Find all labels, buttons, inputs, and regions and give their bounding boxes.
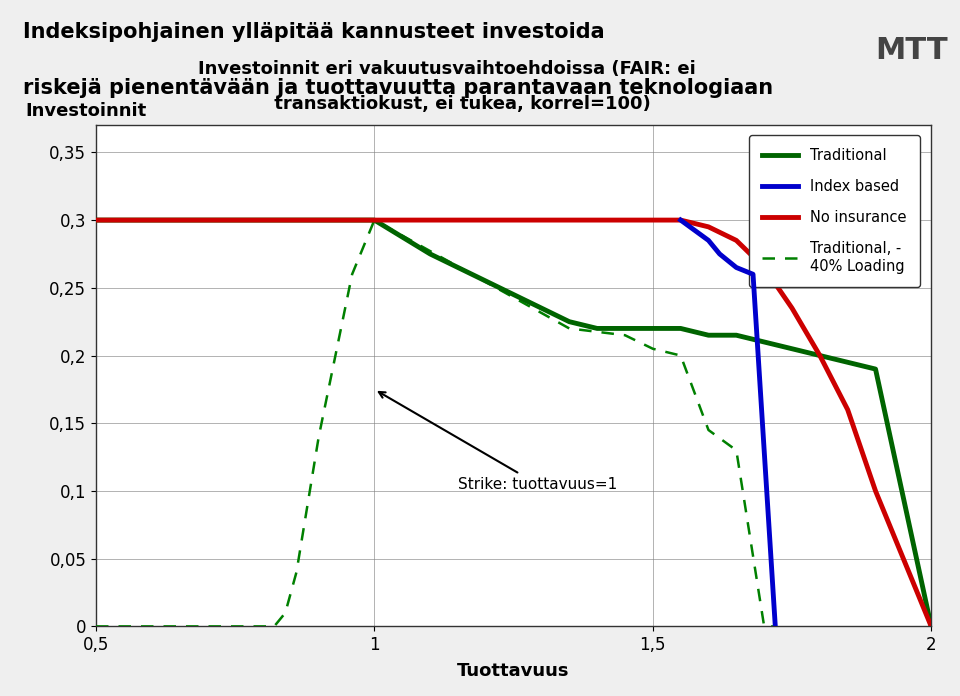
Legend: Traditional, Index based, No insurance, Traditional, -
40% Loading: Traditional, Index based, No insurance, … — [749, 135, 920, 287]
Text: Indeksipohjainen ylläpitää kannusteet investoida: Indeksipohjainen ylläpitää kannusteet in… — [23, 22, 605, 42]
Text: riskejä pienentävään ja tuottavuutta parantavaan teknologiaan: riskejä pienentävään ja tuottavuutta par… — [23, 78, 773, 98]
Text: transaktiokust, ei tukea, korrel=100): transaktiokust, ei tukea, korrel=100) — [243, 95, 651, 113]
Text: Strike: tuottavuus=1: Strike: tuottavuus=1 — [379, 392, 617, 491]
X-axis label: Tuottavuus: Tuottavuus — [457, 663, 570, 681]
Text: Investoinnit eri vakuutusvaihtoehdoissa (FAIR: ei: Investoinnit eri vakuutusvaihtoehdoissa … — [198, 60, 696, 78]
Text: Investoinnit: Investoinnit — [25, 102, 146, 120]
Text: MTT: MTT — [876, 35, 948, 65]
